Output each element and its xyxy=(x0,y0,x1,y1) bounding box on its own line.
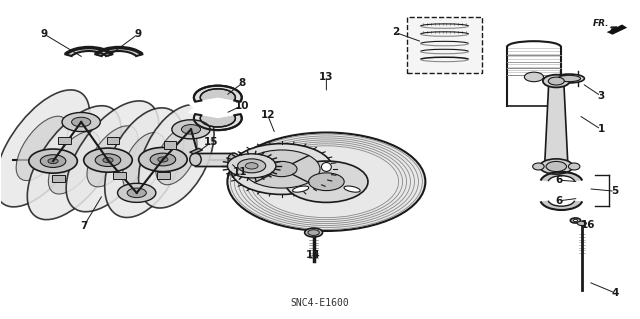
Polygon shape xyxy=(541,172,582,181)
Ellipse shape xyxy=(200,109,236,127)
Wedge shape xyxy=(188,102,248,118)
Ellipse shape xyxy=(568,163,580,170)
Text: 12: 12 xyxy=(260,110,275,120)
Ellipse shape xyxy=(344,186,360,192)
Circle shape xyxy=(285,161,368,203)
Text: 7: 7 xyxy=(80,221,88,231)
Circle shape xyxy=(230,144,333,195)
Circle shape xyxy=(127,188,147,197)
Ellipse shape xyxy=(194,106,242,130)
FancyBboxPatch shape xyxy=(107,137,120,144)
FancyBboxPatch shape xyxy=(157,172,170,179)
Text: 2: 2 xyxy=(392,27,399,37)
Text: 3: 3 xyxy=(597,91,605,101)
Ellipse shape xyxy=(524,72,543,82)
Text: 10: 10 xyxy=(235,100,250,110)
Circle shape xyxy=(72,117,91,127)
Ellipse shape xyxy=(308,230,319,235)
Circle shape xyxy=(237,159,266,173)
Circle shape xyxy=(150,153,175,166)
Ellipse shape xyxy=(16,116,68,181)
Ellipse shape xyxy=(532,163,544,170)
FancyBboxPatch shape xyxy=(408,17,481,73)
Circle shape xyxy=(243,150,320,188)
Ellipse shape xyxy=(123,132,166,193)
Text: FR.: FR. xyxy=(593,19,609,28)
Ellipse shape xyxy=(49,131,100,194)
Ellipse shape xyxy=(0,90,90,207)
Text: 8: 8 xyxy=(239,78,246,88)
Circle shape xyxy=(266,161,297,177)
Ellipse shape xyxy=(543,75,570,87)
Circle shape xyxy=(48,159,58,164)
Polygon shape xyxy=(607,25,627,35)
Circle shape xyxy=(118,183,156,202)
Text: 11: 11 xyxy=(233,167,248,177)
FancyBboxPatch shape xyxy=(58,137,71,144)
Circle shape xyxy=(227,154,276,178)
Circle shape xyxy=(139,147,187,172)
Text: 16: 16 xyxy=(581,219,595,230)
Circle shape xyxy=(227,132,426,231)
Ellipse shape xyxy=(292,186,308,192)
Polygon shape xyxy=(541,201,582,210)
Text: 9: 9 xyxy=(40,29,48,39)
Ellipse shape xyxy=(87,126,138,187)
Ellipse shape xyxy=(546,161,566,172)
Text: 5: 5 xyxy=(611,186,619,196)
Ellipse shape xyxy=(189,153,201,166)
Ellipse shape xyxy=(305,228,323,237)
Circle shape xyxy=(40,155,66,167)
Ellipse shape xyxy=(139,105,214,208)
Wedge shape xyxy=(188,98,248,114)
Ellipse shape xyxy=(28,106,121,219)
Text: 14: 14 xyxy=(307,250,321,260)
Circle shape xyxy=(95,154,121,167)
Polygon shape xyxy=(189,148,202,154)
Text: 1: 1 xyxy=(597,124,605,134)
Text: 6: 6 xyxy=(556,196,563,206)
Text: 9: 9 xyxy=(134,29,141,39)
Circle shape xyxy=(84,148,132,172)
Circle shape xyxy=(172,120,210,139)
Text: 6: 6 xyxy=(556,175,563,185)
Text: SNC4-E1600: SNC4-E1600 xyxy=(291,298,349,308)
Circle shape xyxy=(29,149,77,173)
Ellipse shape xyxy=(156,128,197,185)
Circle shape xyxy=(245,163,258,169)
Ellipse shape xyxy=(105,108,184,218)
Ellipse shape xyxy=(570,218,580,223)
Text: 15: 15 xyxy=(204,137,219,147)
Polygon shape xyxy=(95,48,142,56)
Text: 13: 13 xyxy=(319,72,333,82)
FancyBboxPatch shape xyxy=(113,172,126,179)
Ellipse shape xyxy=(577,221,586,226)
Ellipse shape xyxy=(228,153,239,166)
Circle shape xyxy=(158,157,168,162)
Circle shape xyxy=(62,113,100,131)
Circle shape xyxy=(103,158,113,163)
Ellipse shape xyxy=(321,163,332,171)
Text: 4: 4 xyxy=(611,288,619,298)
Circle shape xyxy=(181,124,200,134)
Ellipse shape xyxy=(66,101,159,212)
Ellipse shape xyxy=(557,75,580,82)
FancyBboxPatch shape xyxy=(52,175,65,182)
Polygon shape xyxy=(65,48,113,56)
Ellipse shape xyxy=(200,89,236,106)
Ellipse shape xyxy=(573,219,578,222)
Circle shape xyxy=(308,173,344,190)
Ellipse shape xyxy=(548,77,564,85)
Ellipse shape xyxy=(540,159,573,174)
Polygon shape xyxy=(545,85,568,163)
Ellipse shape xyxy=(194,86,242,109)
Ellipse shape xyxy=(554,74,584,83)
FancyBboxPatch shape xyxy=(164,141,176,149)
